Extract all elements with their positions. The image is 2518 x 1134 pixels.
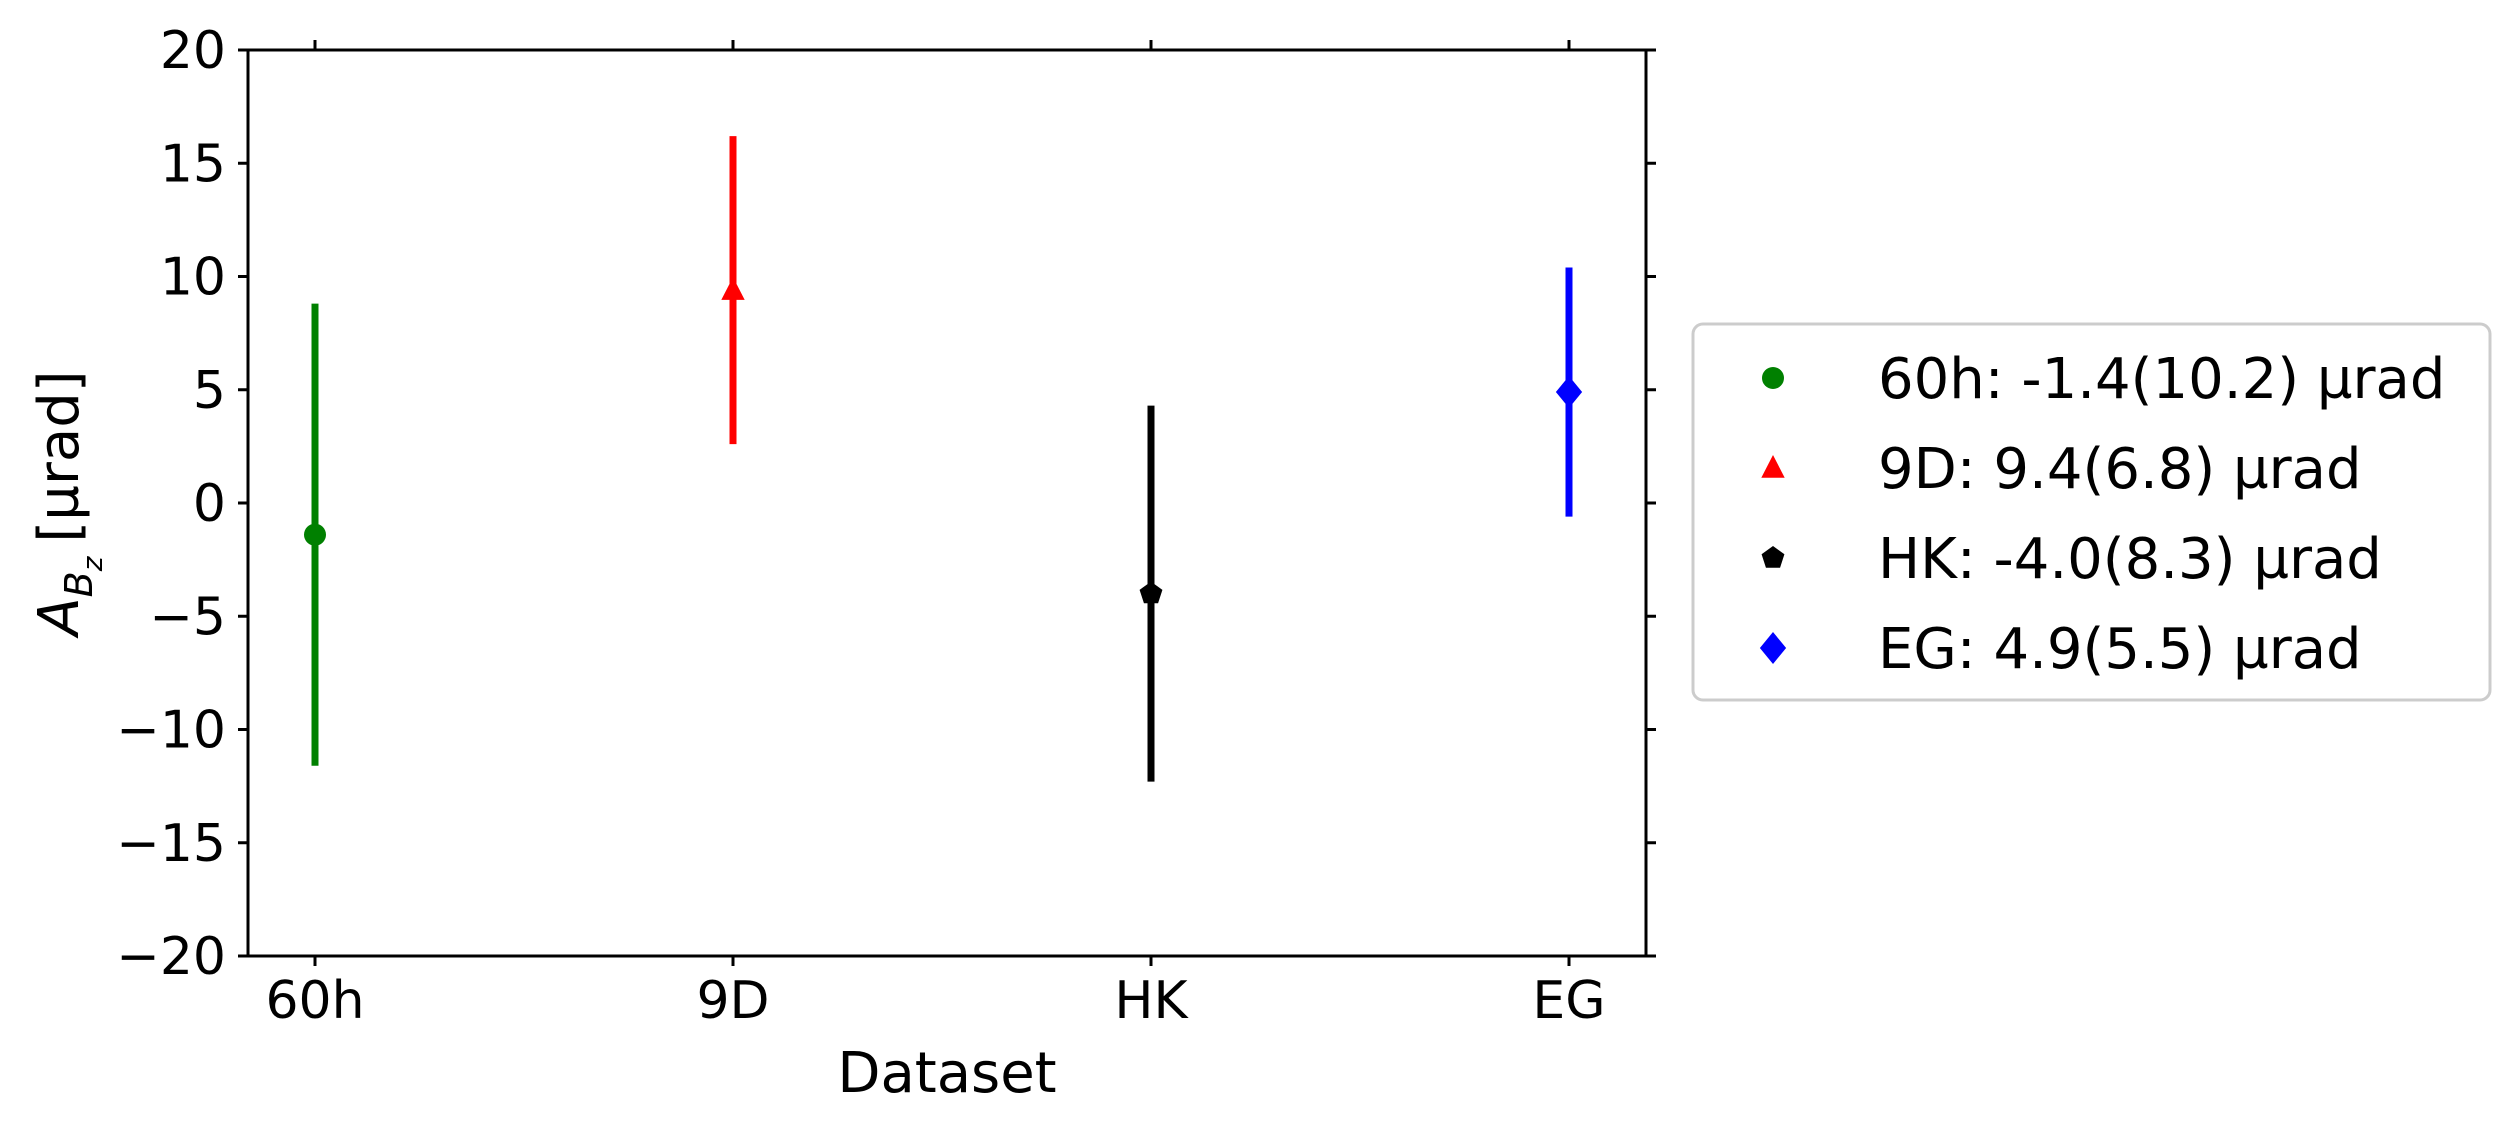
y-axis-title-sub2: z [76, 555, 109, 572]
y-axis-title-unit: [µrad] [27, 370, 92, 542]
legend: 60h: -1.4(10.2) µrad 9D: 9.4(6.8) µrad HK:… [1691, 322, 2492, 702]
x-tick-label: HK [1114, 971, 1189, 1031]
y-tick-label: −20 [116, 927, 226, 987]
ticks: 20 15 10 5 0 −5 −10 −15 −20 60h 9D HK EG [116, 21, 1656, 1031]
legend-label-hk: HK: -4.0(8.3) µrad [1878, 527, 2382, 592]
x-axis-title: Dataset [837, 1041, 1056, 1106]
plot-area [246, 48, 1648, 958]
legend-marker-eg [1759, 632, 1787, 664]
x-tick-label: 60h [265, 971, 364, 1031]
y-tick-label: 15 [160, 134, 226, 194]
y-axis-title: ABz [µrad] [27, 370, 109, 638]
legend-marker-9d [1761, 455, 1785, 478]
y-tick-label: 10 [160, 248, 226, 308]
data-point-eg [1555, 376, 1583, 409]
legend-label-9d: 9D: 9.4(6.8) µrad [1878, 437, 2362, 502]
y-axis-title-main: A [27, 597, 92, 638]
data-point-60h [304, 523, 326, 546]
data-point-9d [721, 277, 745, 300]
y-tick-label: −10 [116, 701, 226, 761]
markers [304, 277, 1583, 604]
y-tick-label: 5 [193, 361, 226, 421]
y-tick-label: 20 [160, 21, 226, 81]
y-tick-label: −15 [116, 814, 226, 874]
error-bars [311, 136, 1573, 782]
legend-label-eg: EG: 4.9(5.5) µrad [1878, 617, 2362, 682]
plot-frame [246, 48, 1648, 958]
data-point-hk [1139, 581, 1163, 604]
legend-marker-60h [1762, 367, 1784, 389]
x-tick-label: EG [1532, 971, 1605, 1031]
legend-frame [1691, 322, 2492, 702]
x-tick-label: 9D [696, 971, 769, 1031]
y-axis-title-sub1: B [57, 571, 101, 597]
y-tick-label: 0 [193, 474, 226, 534]
legend-marker-hk [1761, 546, 1785, 568]
legend-label-60h: 60h: -1.4(10.2) µrad [1878, 347, 2445, 412]
y-tick-label: −5 [149, 587, 226, 647]
